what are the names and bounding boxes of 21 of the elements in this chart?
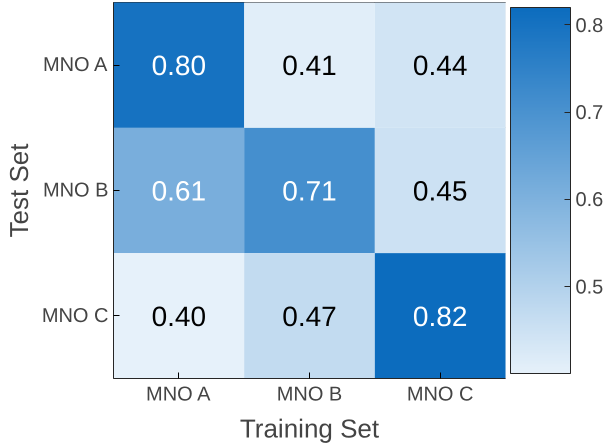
data-label: 0.61 [152, 176, 206, 206]
data-label: 0.44 [412, 50, 468, 82]
x-tick-label: MNO B [276, 384, 342, 406]
color-bar-label: 0.5 [576, 276, 604, 298]
data-label: 0.41 [282, 50, 337, 82]
y-axis-title: Test Set [4, 142, 34, 238]
y-tick-label: MNO C [42, 304, 109, 327]
y-tick-label: MNO A [42, 54, 108, 76]
data-label: 0.82 [412, 300, 468, 332]
data-label: 0.71 [282, 176, 337, 206]
color-bar-label: 0.7 [576, 102, 604, 124]
x-axis-title: Training Set [240, 414, 380, 444]
color-bar-label: 0.6 [576, 189, 604, 212]
x-tick-label: MNO C [406, 384, 474, 406]
data-label: 0.40 [152, 300, 206, 332]
x-tick-label: MNO A [146, 384, 212, 406]
data-label: 0.45 [412, 176, 468, 206]
color-bar-label: 0.8 [576, 14, 604, 37]
y-tick-label: MNO B [42, 180, 109, 202]
data-label: 0.80 [152, 50, 206, 82]
data-label: 0.47 [282, 300, 337, 332]
